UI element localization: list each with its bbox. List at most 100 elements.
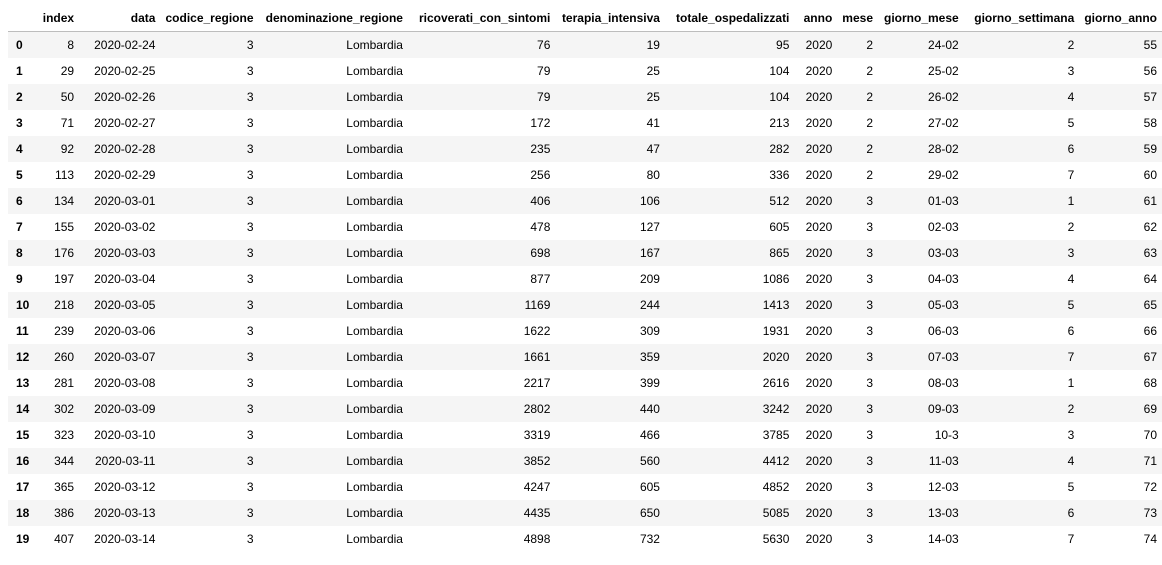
table-cell: 3 bbox=[866, 298, 873, 312]
table-cell: 09-03 bbox=[928, 402, 959, 416]
table-cell: 71 bbox=[60, 116, 75, 130]
table-cell: 11-03 bbox=[928, 454, 959, 468]
table-cell: 309 bbox=[639, 324, 660, 338]
table-cell: 12-03 bbox=[928, 480, 959, 494]
table-cell: 3 bbox=[866, 220, 873, 234]
table-cell: 4852 bbox=[762, 480, 790, 494]
table-row: 5 113 2020-02-29 3 Lombardia 256 80 336 2020 2 29-… bbox=[8, 162, 1162, 188]
table-cell: 25-02 bbox=[928, 64, 959, 78]
table-row: 7 155 2020-03-02 3 Lombardia 478 127 605 2020 3 02… bbox=[8, 214, 1162, 240]
column-header: mese bbox=[837, 5, 878, 32]
table-cell: 155 bbox=[54, 220, 75, 234]
table-cell: Lombardia bbox=[346, 298, 403, 312]
row-index-label: 5 bbox=[16, 168, 23, 182]
column-header: giorno_settimana bbox=[963, 5, 1080, 32]
table-cell: Lombardia bbox=[346, 402, 403, 416]
table-cell: 3 bbox=[866, 350, 873, 364]
table-cell: Lombardia bbox=[346, 454, 403, 468]
table-cell: 2020-03-11 bbox=[94, 454, 156, 468]
table-cell: Lombardia bbox=[346, 194, 403, 208]
table-cell: 1169 bbox=[524, 298, 551, 312]
table-cell: 466 bbox=[639, 428, 660, 442]
table-cell: Lombardia bbox=[346, 532, 403, 546]
table-cell: 127 bbox=[639, 220, 660, 234]
table-cell: 58 bbox=[1143, 116, 1157, 130]
table-cell: 76 bbox=[537, 38, 551, 52]
column-header-row-index bbox=[8, 5, 36, 32]
table-cell: 605 bbox=[769, 220, 790, 234]
table-cell: 60 bbox=[1143, 168, 1157, 182]
column-header: codice_regione bbox=[160, 5, 259, 32]
table-cell: 68 bbox=[1143, 376, 1157, 390]
table-cell: 47 bbox=[646, 142, 660, 156]
table-cell: 2020-02-24 bbox=[94, 38, 156, 52]
row-index-label: 8 bbox=[16, 246, 23, 260]
table-cell: 167 bbox=[639, 246, 660, 260]
table-cell: 5 bbox=[1067, 116, 1075, 130]
table-cell: 24-02 bbox=[928, 38, 959, 52]
table-cell: 5 bbox=[1067, 298, 1075, 312]
table-cell: 106 bbox=[639, 194, 660, 208]
table-row: 13 281 2020-03-08 3 Lombardia 2217 399 2616 2020… bbox=[8, 370, 1162, 396]
table-cell: 2020 bbox=[805, 272, 833, 286]
table-cell: 6 bbox=[1067, 324, 1075, 338]
table-cell: 3 bbox=[246, 298, 254, 312]
table-cell: 25 bbox=[646, 90, 660, 104]
table-cell: 2020 bbox=[805, 532, 833, 546]
column-header: anno bbox=[794, 5, 838, 32]
table-row: 4 92 2020-02-28 3 Lombardia 235 47 282 2020 2 28-0… bbox=[8, 136, 1162, 162]
row-index-label: 9 bbox=[16, 272, 23, 286]
dataframe-table: index data codice_regione denominazione_reg… bbox=[8, 5, 1162, 552]
table-cell: 2020 bbox=[805, 194, 833, 208]
table-cell: Lombardia bbox=[346, 428, 403, 442]
column-header: totale_ospedalizzati bbox=[664, 5, 795, 32]
table-cell: 698 bbox=[530, 246, 551, 260]
table-cell: 2 bbox=[866, 142, 873, 156]
table-cell: 4898 bbox=[523, 532, 551, 546]
table-row: 1 29 2020-02-25 3 Lombardia 79 25 104 2020 2 25-02… bbox=[8, 58, 1162, 84]
table-cell: 365 bbox=[54, 480, 75, 494]
table-cell: 1413 bbox=[762, 298, 790, 312]
table-row: 10 218 2020-03-05 3 Lombardia 1169 244 1413 2020… bbox=[8, 292, 1162, 318]
table-cell: 2020 bbox=[805, 298, 833, 312]
row-index-label: 0 bbox=[16, 38, 23, 52]
table-cell: 2 bbox=[866, 64, 873, 78]
table-cell: 3 bbox=[866, 376, 873, 390]
table-cell: Lombardia bbox=[346, 168, 403, 182]
table-cell: 2616 bbox=[762, 376, 790, 390]
table-cell: Lombardia bbox=[346, 220, 403, 234]
table-cell: 256 bbox=[530, 168, 551, 182]
table-cell: 27-02 bbox=[928, 116, 959, 130]
table-cell: 2 bbox=[866, 90, 873, 104]
table-cell: 104 bbox=[769, 90, 790, 104]
table-row: 11 239 2020-03-06 3 Lombardia 1622 309 1931 2020… bbox=[8, 318, 1162, 344]
table-cell: 218 bbox=[54, 298, 75, 312]
table-cell: 4247 bbox=[523, 480, 551, 494]
table-row: 16 344 2020-03-11 3 Lombardia 3852 560 4412 2020… bbox=[8, 448, 1162, 474]
table-cell: 3 bbox=[866, 454, 873, 468]
table-cell: 3 bbox=[246, 246, 254, 260]
table-cell: 3 bbox=[246, 324, 254, 338]
table-cell: 2020 bbox=[805, 350, 833, 364]
table-cell: Lombardia bbox=[346, 246, 403, 260]
table-cell: 2020-03-01 bbox=[94, 194, 156, 208]
table-cell: 3 bbox=[246, 428, 254, 442]
table-cell: 113 bbox=[54, 168, 75, 182]
table-cell: 2020-03-07 bbox=[94, 350, 156, 364]
table-cell: 2020 bbox=[805, 324, 833, 338]
table-cell: 3 bbox=[246, 116, 254, 130]
table-cell: 3785 bbox=[762, 428, 790, 442]
table-cell: 74 bbox=[1143, 532, 1157, 546]
table-cell: 2020 bbox=[805, 220, 833, 234]
table-cell: 25 bbox=[646, 64, 660, 78]
table-cell: 1086 bbox=[762, 272, 790, 286]
row-index-label: 1 bbox=[16, 64, 23, 78]
table-cell: 3 bbox=[866, 506, 873, 520]
table-cell: 13-03 bbox=[928, 506, 959, 520]
table-cell: 172 bbox=[530, 116, 551, 130]
table-cell: 2020 bbox=[805, 402, 833, 416]
table-cell: 62 bbox=[1143, 220, 1157, 234]
table-cell: 2217 bbox=[523, 376, 551, 390]
table-cell: 3 bbox=[866, 402, 873, 416]
table-cell: 3 bbox=[246, 64, 254, 78]
